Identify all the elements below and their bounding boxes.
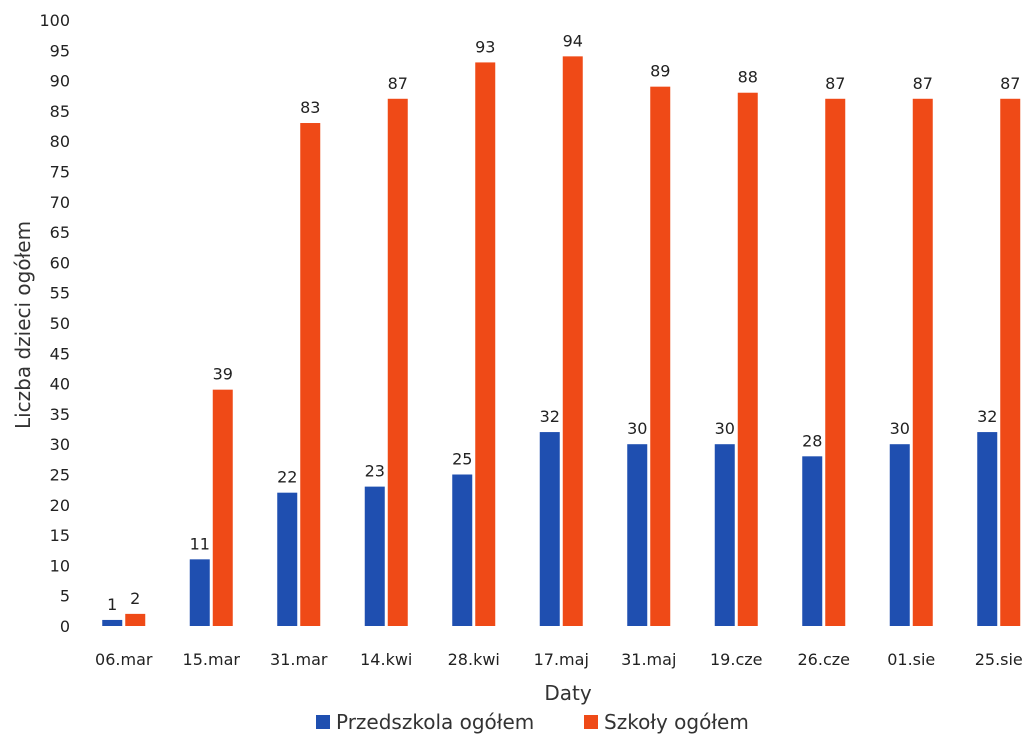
bar-szkoly (562, 56, 583, 627)
bar-przedszkola (452, 474, 473, 626)
y-tick-label: 85 (50, 102, 70, 121)
bar-szkoly (475, 62, 496, 627)
data-label: 83 (300, 98, 320, 117)
bar-szkoly (387, 98, 408, 626)
bars (102, 56, 1021, 627)
data-label: 23 (365, 462, 385, 481)
bar-szkoly (300, 123, 321, 627)
y-tick-label: 25 (50, 466, 70, 485)
y-axis-title: Liczba dzieci ogółem (11, 221, 35, 429)
y-tick-label: 40 (50, 375, 70, 394)
bar-szkoly (125, 613, 146, 626)
y-tick-label: 50 (50, 314, 70, 333)
data-label: 93 (475, 37, 495, 56)
x-axis-title: Daty (544, 681, 591, 705)
y-tick-label: 10 (50, 556, 70, 575)
legend-swatch-przedszkola (316, 715, 330, 729)
x-tick-label: 17.maj (534, 650, 589, 669)
y-tick-label: 5 (60, 587, 70, 606)
y-tick-label: 60 (50, 253, 70, 272)
y-tick-label: 70 (50, 193, 70, 212)
x-tick-label: 31.maj (621, 650, 676, 669)
y-tick-label: 75 (50, 163, 70, 182)
data-label: 30 (715, 419, 735, 438)
bar-przedszkola (539, 432, 560, 626)
data-label: 87 (1000, 74, 1020, 93)
bar-przedszkola (277, 492, 298, 626)
x-tick-label: 28.kwi (448, 650, 500, 669)
data-label: 32 (540, 407, 560, 426)
x-tick-label: 31.mar (270, 650, 328, 669)
data-label: 87 (388, 74, 408, 93)
data-label: 11 (190, 534, 210, 553)
bar-przedszkola (802, 456, 823, 626)
x-tick-label: 25.sie (975, 650, 1023, 669)
y-tick-label: 100 (39, 11, 70, 30)
data-label: 1 (107, 595, 117, 614)
bar-przedszkola (102, 619, 123, 626)
legend-label-przedszkola: Przedszkola ogółem (336, 710, 534, 734)
data-label: 30 (627, 419, 647, 438)
y-tick-label: 15 (50, 526, 70, 545)
bar-szkoly (1000, 98, 1021, 626)
bar-szkoly (825, 98, 846, 626)
y-tick-label: 45 (50, 344, 70, 363)
data-label: 22 (277, 468, 297, 487)
bar-przedszkola (889, 444, 910, 626)
y-tick-label: 80 (50, 132, 70, 151)
data-label: 32 (977, 407, 997, 426)
data-label: 87 (825, 74, 845, 93)
x-tick-label: 19.cze (710, 650, 762, 669)
data-label: 94 (563, 31, 583, 50)
data-label: 87 (913, 74, 933, 93)
legend: Przedszkola ogółem Szkoły ogółem (316, 710, 749, 734)
y-tick-label: 20 (50, 496, 70, 515)
data-label: 2 (130, 589, 140, 608)
y-tick-label: 55 (50, 284, 70, 303)
bar-przedszkola (189, 559, 210, 626)
bar-szkoly (737, 92, 758, 627)
data-label: 25 (452, 450, 472, 469)
y-tick-label: 90 (50, 72, 70, 91)
y-tick-label: 65 (50, 223, 70, 242)
bar-przedszkola (714, 444, 735, 626)
y-tick-label: 0 (60, 617, 70, 636)
x-tick-label: 26.cze (798, 650, 850, 669)
x-tick-label: 01.sie (887, 650, 935, 669)
bar-przedszkola (627, 444, 648, 626)
legend-label-szkoly: Szkoły ogółem (604, 710, 749, 734)
bar-szkoly (212, 389, 233, 626)
data-label: 39 (213, 365, 233, 384)
x-tick-label: 06.mar (95, 650, 153, 669)
bar-przedszkola (364, 486, 385, 626)
bar-przedszkola (977, 432, 998, 626)
bar-szkoly (912, 98, 933, 626)
y-tick-label: 95 (50, 41, 70, 60)
x-axis-ticks: 06.mar 15.mar 31.mar 14.kwi 28.kwi 17.maj 31.m… (95, 650, 1023, 669)
y-axis-ticks: 0 5 10 15 20 25 30 35 40 45 50 55 60 65 70 75 80 85 90 95 10… (39, 11, 70, 636)
data-labels: 1 2 11 39 22 83 23 87 25 93 32 94 30 89 30 88 28 87 30 87 32… (107, 31, 1020, 614)
bar-szkoly (650, 86, 671, 626)
legend-swatch-szkoly (584, 715, 598, 729)
y-tick-label: 35 (50, 405, 70, 424)
data-label: 88 (738, 68, 758, 87)
x-tick-label: 15.mar (183, 650, 241, 669)
data-label: 30 (890, 419, 910, 438)
y-tick-label: 30 (50, 435, 70, 454)
x-tick-label: 14.kwi (360, 650, 412, 669)
data-label: 89 (650, 62, 670, 81)
data-label: 28 (802, 431, 822, 450)
